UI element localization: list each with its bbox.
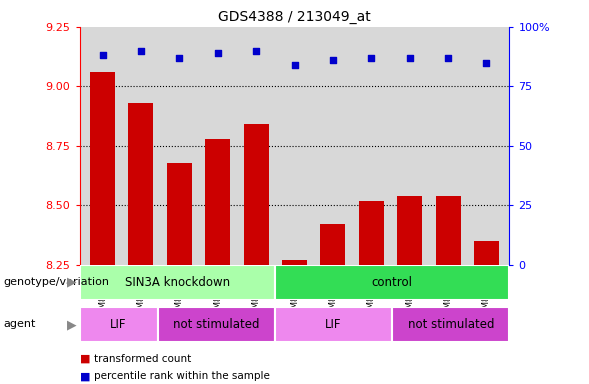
Point (252, 48, 261, 54)
Text: not stimulated: not stimulated (408, 318, 494, 331)
Bar (397, 196, 422, 265)
Bar (90, 72, 115, 265)
Bar (275, 265, 509, 300)
Point (328, 57, 337, 63)
Text: percentile rank within the sample: percentile rank within the sample (94, 371, 270, 381)
Bar (436, 196, 461, 265)
Point (174, 55, 184, 61)
Bar (359, 201, 384, 265)
Text: LIF: LIF (325, 318, 342, 331)
Point (366, 55, 376, 61)
Text: ■: ■ (80, 354, 90, 364)
Text: not stimulated: not stimulated (173, 318, 260, 331)
Bar (244, 124, 269, 265)
Point (290, 62, 299, 68)
Point (213, 50, 223, 56)
Text: LIF: LIF (110, 318, 127, 331)
Bar (282, 260, 307, 265)
Text: ▶: ▶ (67, 318, 77, 331)
Title: GDS4388 / 213049_at: GDS4388 / 213049_at (218, 10, 371, 25)
Text: genotype/variation: genotype/variation (3, 277, 109, 287)
Point (482, 60, 491, 66)
Bar (80, 307, 158, 342)
Point (136, 48, 145, 54)
Bar (158, 307, 275, 342)
Text: transformed count: transformed count (94, 354, 191, 364)
Bar (167, 162, 192, 265)
Bar (80, 265, 275, 300)
Text: agent: agent (3, 319, 35, 329)
Text: SIN3A knockdown: SIN3A knockdown (125, 276, 230, 289)
Bar (128, 103, 153, 265)
Point (405, 55, 415, 61)
Bar (392, 307, 509, 342)
Point (98, 52, 107, 58)
Bar (205, 139, 230, 265)
Point (444, 55, 453, 61)
Text: control: control (372, 276, 413, 289)
Bar (275, 307, 392, 342)
Text: ▶: ▶ (67, 276, 77, 289)
Text: ■: ■ (80, 371, 90, 381)
Bar (320, 225, 345, 265)
Bar (474, 241, 499, 265)
